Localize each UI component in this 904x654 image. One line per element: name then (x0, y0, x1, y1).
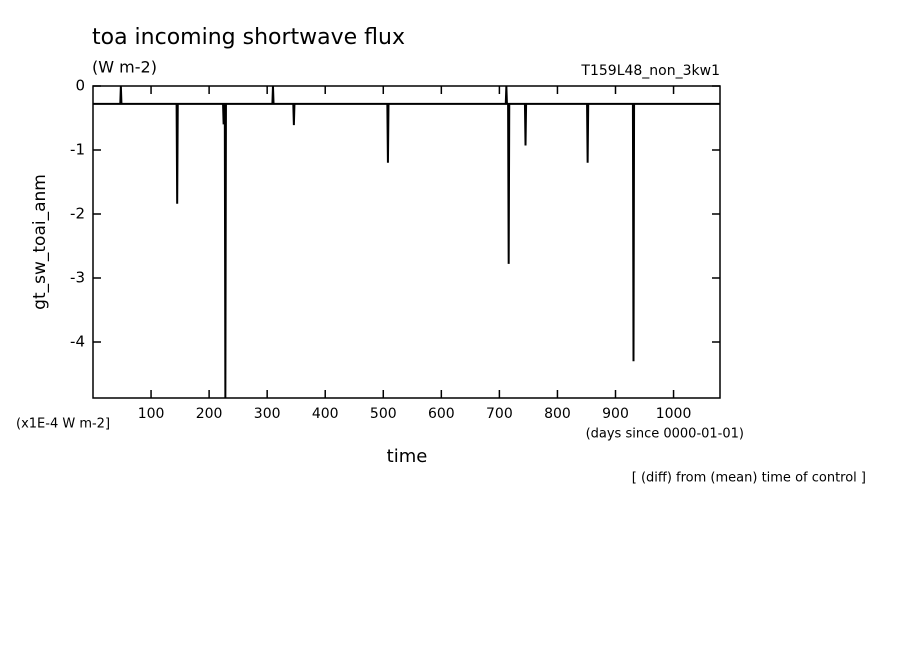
x-tick-label: 100 (138, 406, 165, 422)
x-unit: (days since 0000-01-01) (586, 427, 744, 442)
x-tick-label: 1000 (656, 406, 692, 422)
x-tick-label: 500 (370, 406, 397, 422)
y-tick-label: -1 (70, 141, 85, 159)
y-unit: (x1E-4 W m-2] (16, 417, 110, 432)
plot-frame (92, 85, 721, 399)
x-axis-label: time (387, 446, 428, 467)
y-tick-label: -2 (70, 205, 85, 223)
y-tick-label: -3 (70, 269, 85, 287)
y-axis-label: gt_sw_toai_anm (30, 174, 50, 310)
x-tick-label: 900 (602, 406, 629, 422)
footnote: [ (diff) from (mean) time of control ] (632, 471, 866, 486)
chart-title: toa incoming shortwave flux (92, 25, 405, 50)
data-line (93, 85, 720, 399)
x-tick-label: 700 (486, 406, 513, 422)
x-tick-label: 600 (428, 406, 455, 422)
annotation: T159L48_non_3kw1 (580, 63, 720, 79)
subtitle: (W m-2) (92, 58, 157, 77)
x-tick-label: 200 (196, 406, 223, 422)
y-tick-label: 0 (75, 77, 85, 95)
x-tick-label: 400 (312, 406, 339, 422)
y-tick-label: -4 (70, 333, 85, 351)
x-tick-label: 800 (544, 406, 571, 422)
x-tick-label: 300 (254, 406, 281, 422)
